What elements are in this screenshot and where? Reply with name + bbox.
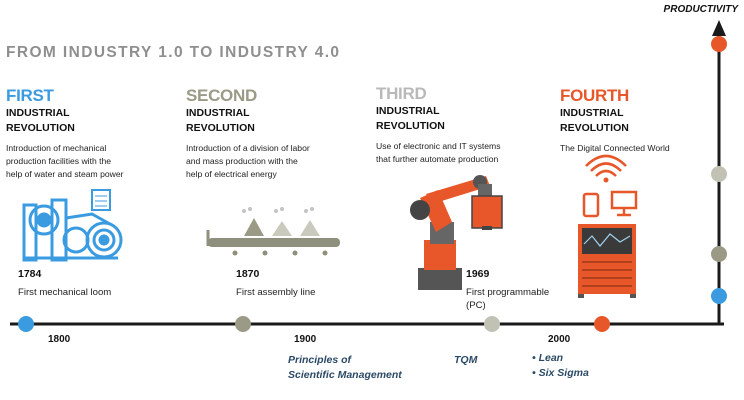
era-third-desc-line2: that further automate production xyxy=(376,154,499,164)
productivity-dot-fourth xyxy=(711,36,727,52)
productivity-dot-first xyxy=(711,288,727,304)
productivity-axis-arrow xyxy=(712,20,726,36)
milestone-assembly-year: 1870 xyxy=(236,268,260,280)
method-scientific-line2: Scientific Management xyxy=(288,369,402,381)
era-third-desc-line1: Use of electronic and IT systems xyxy=(376,141,501,151)
era-second-subtitle-line2: REVOLUTION xyxy=(186,122,255,134)
era-first-ordinal: FIRST xyxy=(6,86,54,105)
method-lean-sixsigma: • Lean • Six Sigma xyxy=(532,351,589,381)
milestone-programmable-label-line2: (PC) xyxy=(466,299,486,311)
milestone-assembly-label: First assembly line xyxy=(236,287,316,298)
dot-fourth xyxy=(594,316,610,332)
era-first-subtitle-line1: INDUSTRIAL xyxy=(6,107,70,119)
era-first-desc-line3: help of water and steam power xyxy=(6,169,124,179)
page-title: FROM INDUSTRY 1.0 TO INDUSTRY 4.0 xyxy=(6,44,341,61)
milestone-programmable: 1969 First programmable (PC) xyxy=(466,268,549,312)
era-first-desc-line1: Introduction of mechanical xyxy=(6,143,107,153)
era-second-subtitle-line1: INDUSTRIAL xyxy=(186,107,250,119)
tick-year-2000: 2000 xyxy=(548,334,571,345)
tick-year-1800: 1800 xyxy=(48,334,71,345)
era-third: THIRD INDUSTRIAL REVOLUTION Use of elect… xyxy=(376,84,546,166)
productivity-axis-label: PRODUCTIVITY xyxy=(663,4,738,15)
method-tqm: TQM xyxy=(454,354,478,366)
milestone-programmable-label-line1: First programmable xyxy=(466,287,550,298)
era-second-desc-line2: and mass production with the xyxy=(186,156,298,166)
milestone-assembly: 1870 First assembly line xyxy=(236,268,315,300)
milestone-programmable-year: 1969 xyxy=(466,268,490,280)
era-second-desc-line3: help of electrical energy xyxy=(186,169,277,179)
era-first-desc-line2: production facilities with the xyxy=(6,156,112,166)
milestone-loom-label: First mechanical loom xyxy=(18,287,112,298)
era-fourth-desc-line1: The Digital Connected World xyxy=(560,143,670,153)
era-first: FIRST INDUSTRIAL REVOLUTION Introduction… xyxy=(6,86,166,181)
digital-world-illustration xyxy=(578,154,638,298)
method-scientific-line1: Principles of xyxy=(288,354,352,366)
milestone-loom: 1784 First mechanical loom xyxy=(18,268,111,300)
dot-first xyxy=(18,316,34,332)
method-scientific-management: Principles of Scientific Management xyxy=(288,353,402,383)
assembly-line-illustration xyxy=(206,207,340,256)
era-third-ordinal: THIRD xyxy=(376,84,427,103)
era-third-subtitle-line2: REVOLUTION xyxy=(376,120,445,132)
era-fourth-subtitle-line1: INDUSTRIAL xyxy=(560,107,624,119)
era-first-subtitle-line2: REVOLUTION xyxy=(6,122,75,134)
mechanical-loom-illustration xyxy=(22,189,123,262)
era-second-desc-line1: Introduction of a division of labor xyxy=(186,143,310,153)
era-second: SECOND INDUSTRIAL REVOLUTION Introductio… xyxy=(186,86,356,181)
dot-third xyxy=(484,316,500,332)
method-six-sigma: • Six Sigma xyxy=(532,367,589,379)
milestone-loom-year: 1784 xyxy=(18,268,42,280)
era-fourth-subtitle-line2: REVOLUTION xyxy=(560,122,629,134)
era-fourth: FOURTH INDUSTRIAL REVOLUTION The Digital… xyxy=(560,86,710,155)
era-third-subtitle-line1: INDUSTRIAL xyxy=(376,105,440,117)
industrial-robot-illustration xyxy=(410,175,503,290)
dot-second xyxy=(235,316,251,332)
productivity-dot-second xyxy=(711,246,727,262)
productivity-dot-third xyxy=(711,166,727,182)
era-fourth-ordinal: FOURTH xyxy=(560,86,630,105)
method-lean: • Lean xyxy=(532,352,564,364)
era-second-ordinal: SECOND xyxy=(186,86,257,105)
tick-year-1900: 1900 xyxy=(294,334,317,345)
